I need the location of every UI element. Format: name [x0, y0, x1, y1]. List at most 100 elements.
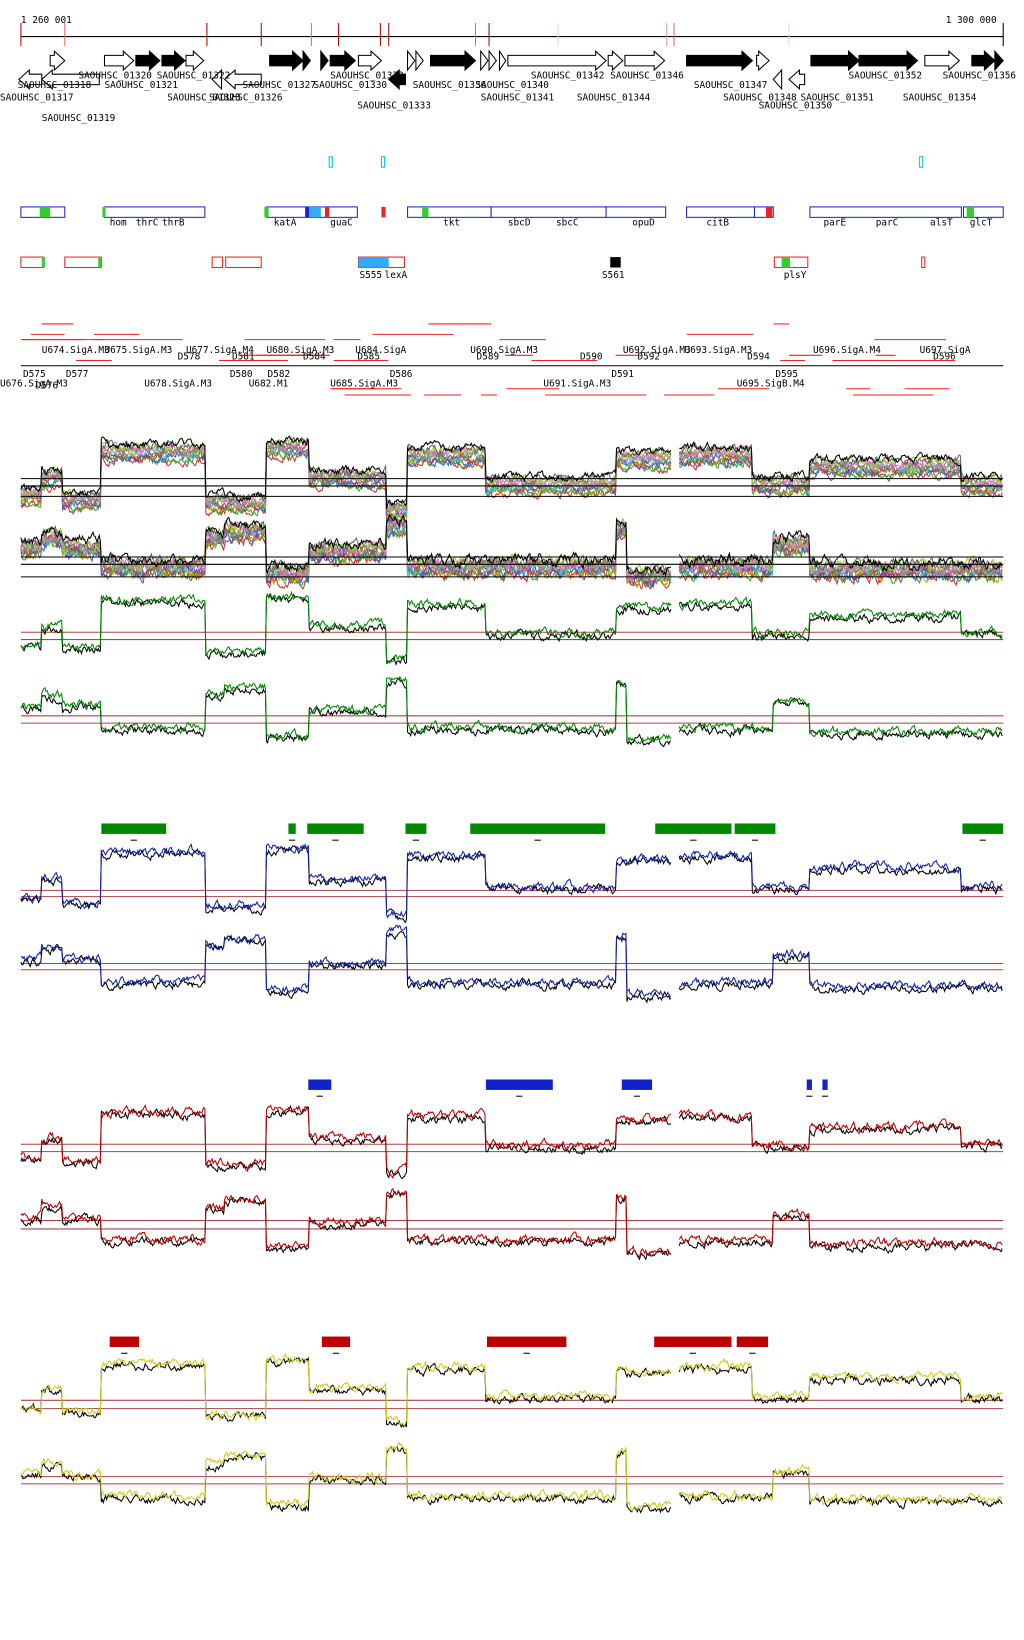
- unit-label: U697.SigA: [920, 345, 971, 356]
- gene-arrow: [686, 50, 754, 72]
- gene-arrow: [971, 50, 996, 72]
- gene-arrow: [103, 50, 135, 72]
- unit-label: U695.SigB.M4: [737, 379, 805, 390]
- gene-label: SAOUHSC_01351: [800, 92, 874, 103]
- gene-arrow: [772, 68, 783, 91]
- unit-label: D594: [747, 351, 770, 362]
- signal-track: [20, 1104, 1003, 1180]
- gene-arrow: [756, 50, 770, 72]
- gene-name: citB: [706, 218, 729, 229]
- feature-box: [773, 256, 809, 269]
- gene-box-fill: [765, 206, 773, 218]
- region-bar: [962, 823, 1004, 834]
- signal-track: [20, 590, 1003, 665]
- gene-arrow: [357, 50, 383, 72]
- signal-track: [20, 1191, 1003, 1261]
- gene-box: [103, 206, 206, 218]
- unit-label: D592: [637, 351, 660, 362]
- gene-arrow: [49, 50, 66, 72]
- gene-box: [686, 206, 756, 218]
- gene-box-fill: [324, 206, 330, 218]
- gene-label: SAOUHSC_01318: [18, 80, 92, 91]
- region-bar: [822, 1079, 828, 1090]
- gene-label: SAOUHSC_01326: [209, 92, 283, 103]
- gene-box: [605, 206, 667, 218]
- gene-name: guaC: [330, 218, 353, 229]
- gene-box: [753, 206, 774, 218]
- unit-label: U691.SigA.M3: [543, 379, 611, 390]
- gene-label: SAOUHSC_01317: [0, 92, 74, 103]
- signal-track: [20, 435, 1003, 510]
- unit-label: U676.SigA.M3: [0, 379, 68, 390]
- unit-label: U685.SigA.M3: [330, 379, 398, 390]
- browser-canvas: 1 260 001 1 300 000 SAOUHSC_01318SAOUHSC…: [0, 15, 1016, 1514]
- gene-arrow: [994, 49, 1004, 72]
- gene-arrow: [211, 68, 223, 91]
- region-bar: [470, 823, 606, 834]
- gene-name: hom: [110, 218, 127, 229]
- gene-box-fill: [305, 206, 310, 218]
- gene-label: SAOUHSC_01333: [357, 101, 431, 112]
- region-bar: [654, 1336, 732, 1348]
- gene-label: SAOUHSC_01348: [723, 92, 797, 103]
- unit-label: D576: [36, 381, 59, 392]
- cyan-mark: [380, 156, 386, 168]
- unit-label: U693.SigA.M3: [684, 345, 752, 356]
- gene-arrow: [223, 68, 262, 90]
- feature-label: S555: [359, 270, 382, 281]
- gene-box-fill: [381, 206, 386, 218]
- feature-fill: [781, 257, 791, 268]
- gene-label: SAOUHSC_01330: [314, 80, 388, 91]
- unit-label: U678.SigA.M3: [144, 379, 212, 390]
- gene-name: katA: [274, 218, 297, 229]
- unit-label: D582: [268, 369, 291, 380]
- region-bar: [806, 1079, 812, 1090]
- gene-box: [962, 206, 1004, 218]
- gene-arrow: [488, 49, 498, 72]
- feature-box: [64, 256, 102, 269]
- gene-arrow: [135, 50, 161, 72]
- signal-track: [20, 1441, 1003, 1513]
- feature-label: S561: [602, 270, 625, 281]
- gene-name: thrB: [162, 218, 185, 229]
- gene-arrow: [18, 68, 43, 90]
- cyan-mark: [328, 156, 333, 168]
- gene-arrow: [498, 49, 507, 72]
- gene-arrow: [320, 49, 329, 72]
- feature-box: [225, 256, 262, 269]
- signal-track: [20, 676, 1003, 745]
- gene-arrow: [329, 50, 357, 72]
- gene-name: glcT: [970, 218, 993, 229]
- gene-name: alsT: [930, 218, 953, 229]
- feature-label: plsY: [784, 270, 807, 281]
- signal-track: [20, 513, 1003, 577]
- gene-box-fill: [102, 206, 106, 218]
- gene-box-fill: [39, 206, 51, 218]
- region-bar: [288, 823, 296, 834]
- region-bar: [486, 1336, 567, 1348]
- gene-label: SAOUHSC_01327: [242, 80, 316, 91]
- unit-label: U680.SigA.M3: [266, 345, 334, 356]
- gene-label: SAOUHSC_01344: [577, 92, 651, 103]
- unit-label: U675.SigA.M3: [104, 345, 172, 356]
- gene-name: tkt: [443, 218, 460, 229]
- gene-box-fill: [966, 206, 974, 218]
- gene-arrow: [430, 50, 477, 72]
- feature-box: [921, 256, 926, 269]
- signal-track: [20, 1356, 1003, 1429]
- signal-track: [20, 1445, 1003, 1514]
- gene-label: SAOUHSC_01352: [849, 70, 923, 81]
- signal-track: [20, 1187, 1003, 1259]
- gene-arrow: [415, 49, 424, 72]
- gene-label: SAOUHSC_01322: [157, 70, 231, 81]
- signal-track: [20, 924, 1003, 998]
- feature-box: [211, 256, 224, 269]
- feature-box: [20, 256, 45, 269]
- unit-label: D575: [23, 369, 46, 380]
- unit-label: U690.SigA.M3: [470, 345, 538, 356]
- gene-label: SAOUHSC_01347: [694, 80, 768, 91]
- signal-track: [20, 593, 1003, 666]
- region-bar: [307, 823, 364, 834]
